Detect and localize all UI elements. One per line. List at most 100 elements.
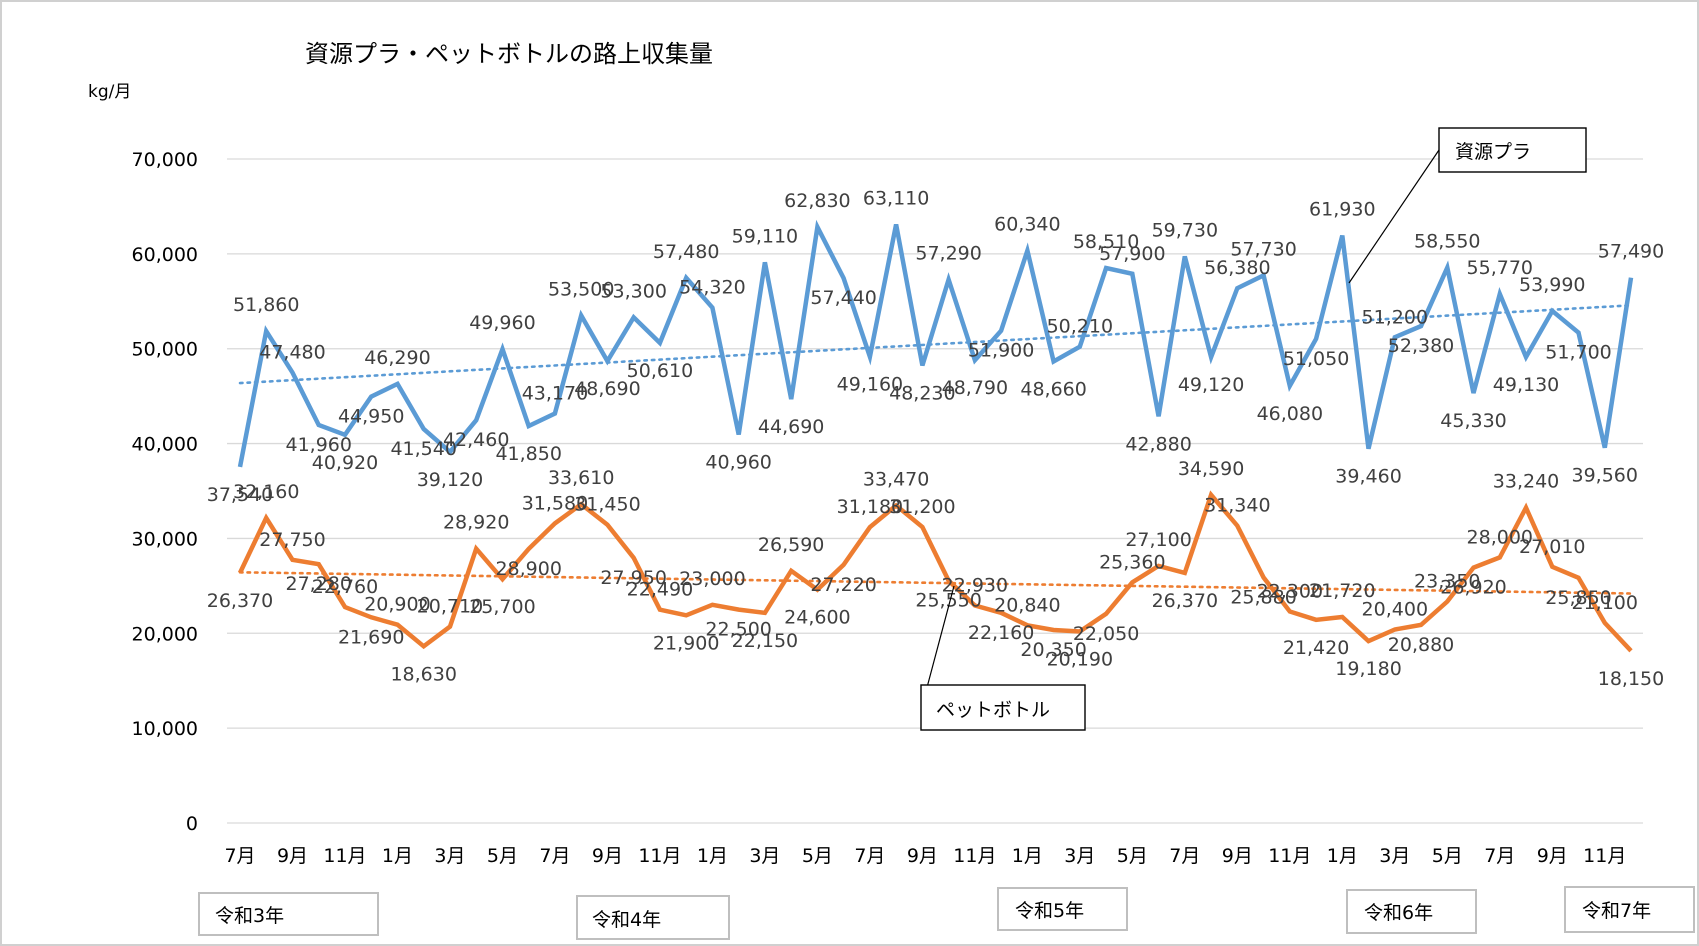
data-label: 50,210 <box>1047 316 1113 338</box>
data-label: 40,960 <box>705 451 771 473</box>
data-label: 25,360 <box>1099 551 1165 573</box>
chart-title: 資源プラ・ペットボトルの路上収集量 <box>305 40 713 68</box>
data-label: 48,660 <box>1020 378 1086 400</box>
x-tick-label: 7月 <box>224 845 255 867</box>
y-tick-label: 40,000 <box>132 434 198 456</box>
x-tick-label: 3月 <box>749 845 780 867</box>
data-label: 21,100 <box>1572 592 1638 614</box>
callout-shigen-pura: 資源プラ <box>1348 127 1587 284</box>
data-label: 23,350 <box>1414 571 1480 593</box>
data-label: 20,840 <box>994 594 1060 616</box>
data-label: 21,900 <box>653 632 719 654</box>
data-label: 18,150 <box>1598 668 1664 690</box>
data-label: 31,580 <box>522 492 588 514</box>
data-label: 44,690 <box>758 416 824 438</box>
callout-pet-bottle: ペットボトル <box>920 585 1086 731</box>
callout-label: 資源プラ <box>1455 141 1531 163</box>
y-tick-label: 20,000 <box>132 623 198 645</box>
data-label: 49,120 <box>1178 374 1244 396</box>
y-axis-ticks: 0 10,000 20,000 30,000 40,000 50,000 60,000 70,… <box>132 149 198 835</box>
data-label: 25,880 <box>1230 587 1296 609</box>
data-label: 51,700 <box>1545 342 1611 364</box>
data-label: 33,240 <box>1493 471 1559 493</box>
data-label: 55,770 <box>1467 257 1533 279</box>
data-label: 53,500 <box>548 279 614 301</box>
data-label: 20,350 <box>1020 639 1086 661</box>
data-label: 49,160 <box>837 374 903 396</box>
year-label-r7: 令和7年 <box>1564 886 1695 933</box>
data-label: 53,300 <box>600 280 666 302</box>
data-label: 44,950 <box>338 406 404 428</box>
data-label: 54,320 <box>679 277 745 299</box>
trendline-pet-bottle <box>238 570 1633 595</box>
x-tick-label: 9月 <box>592 845 623 867</box>
data-label: 57,730 <box>1230 238 1296 260</box>
data-label: 20,400 <box>1362 598 1428 620</box>
data-label: 22,150 <box>732 630 798 652</box>
trendlines <box>238 304 1633 595</box>
data-label: 21,690 <box>338 626 404 648</box>
x-tick-label: 9月 <box>277 845 308 867</box>
data-label: 43,170 <box>522 383 588 405</box>
data-label: 28,000 <box>1467 526 1533 548</box>
x-tick-label: 1月 <box>1327 845 1358 867</box>
x-tick-label: 5月 <box>802 845 833 867</box>
y-tick-label: 10,000 <box>132 718 198 740</box>
data-label: 18,630 <box>390 663 456 685</box>
data-label: 46,290 <box>364 347 430 369</box>
x-tick-label: 1月 <box>382 845 413 867</box>
y-tick-label: 0 <box>186 813 198 835</box>
data-label: 22,760 <box>312 576 378 598</box>
data-label: 49,130 <box>1493 374 1559 396</box>
data-label: 59,730 <box>1152 219 1218 241</box>
data-label: 57,900 <box>1099 243 1165 265</box>
series-lines <box>237 219 1634 653</box>
data-label: 60,340 <box>994 214 1060 236</box>
data-label: 20,190 <box>1047 648 1113 670</box>
data-label: 57,290 <box>915 243 981 265</box>
data-label: 47,480 <box>259 342 325 364</box>
x-tick-label: 11月 <box>953 845 996 867</box>
x-tick-label: 7月 <box>539 845 570 867</box>
y-tick-label: 70,000 <box>132 149 198 171</box>
data-label: 28,920 <box>443 512 509 534</box>
data-label: 41,850 <box>495 443 561 465</box>
data-label: 25,700 <box>469 596 535 618</box>
year-text: 令和7年 <box>1582 900 1651 922</box>
year-box <box>198 892 379 936</box>
series-line-shigen-pura <box>237 219 1634 468</box>
gridlines <box>227 158 1643 824</box>
y-tick-label: 60,000 <box>132 244 198 266</box>
y-tick-label: 30,000 <box>132 528 198 550</box>
data-label: 61,930 <box>1309 199 1375 221</box>
year-text: 令和6年 <box>1364 902 1433 924</box>
x-tick-label: 5月 <box>1117 845 1148 867</box>
data-label: 62,830 <box>784 190 850 212</box>
data-label: 27,010 <box>1519 536 1585 558</box>
data-label: 27,280 <box>285 573 351 595</box>
data-label: 28,900 <box>495 558 561 580</box>
x-axis-ticks: 7月 9月 11月 1月 3月 5月 7月 9月 11月 1月 3月 5月 7月 9月 11月 1月 3月 5月 7… <box>224 845 1626 867</box>
data-label: 26,370 <box>207 590 273 612</box>
data-label: 63,110 <box>863 187 929 209</box>
series-line-pet-bottle <box>237 490 1633 653</box>
data-label: 20,880 <box>1388 634 1454 656</box>
data-label: 49,960 <box>469 312 535 334</box>
data-label: 22,050 <box>1073 623 1139 645</box>
year-box <box>576 895 730 940</box>
callout-leader-line <box>1348 149 1440 284</box>
callout-box <box>1438 127 1587 173</box>
data-label: 21,420 <box>1283 637 1349 659</box>
x-tick-label: 11月 <box>323 845 366 867</box>
data-label: 25,550 <box>915 590 981 612</box>
data-label: 27,750 <box>259 529 325 551</box>
data-label: 58,510 <box>1073 231 1139 253</box>
year-label-r3: 令和3年 <box>198 892 379 936</box>
x-tick-label: 9月 <box>907 845 938 867</box>
data-label: 31,340 <box>1204 495 1270 517</box>
data-label: 25,850 <box>1545 587 1611 609</box>
data-label: 51,860 <box>233 294 299 316</box>
year-text: 令和3年 <box>215 905 284 927</box>
trendline-shigen-pura <box>238 304 1633 385</box>
